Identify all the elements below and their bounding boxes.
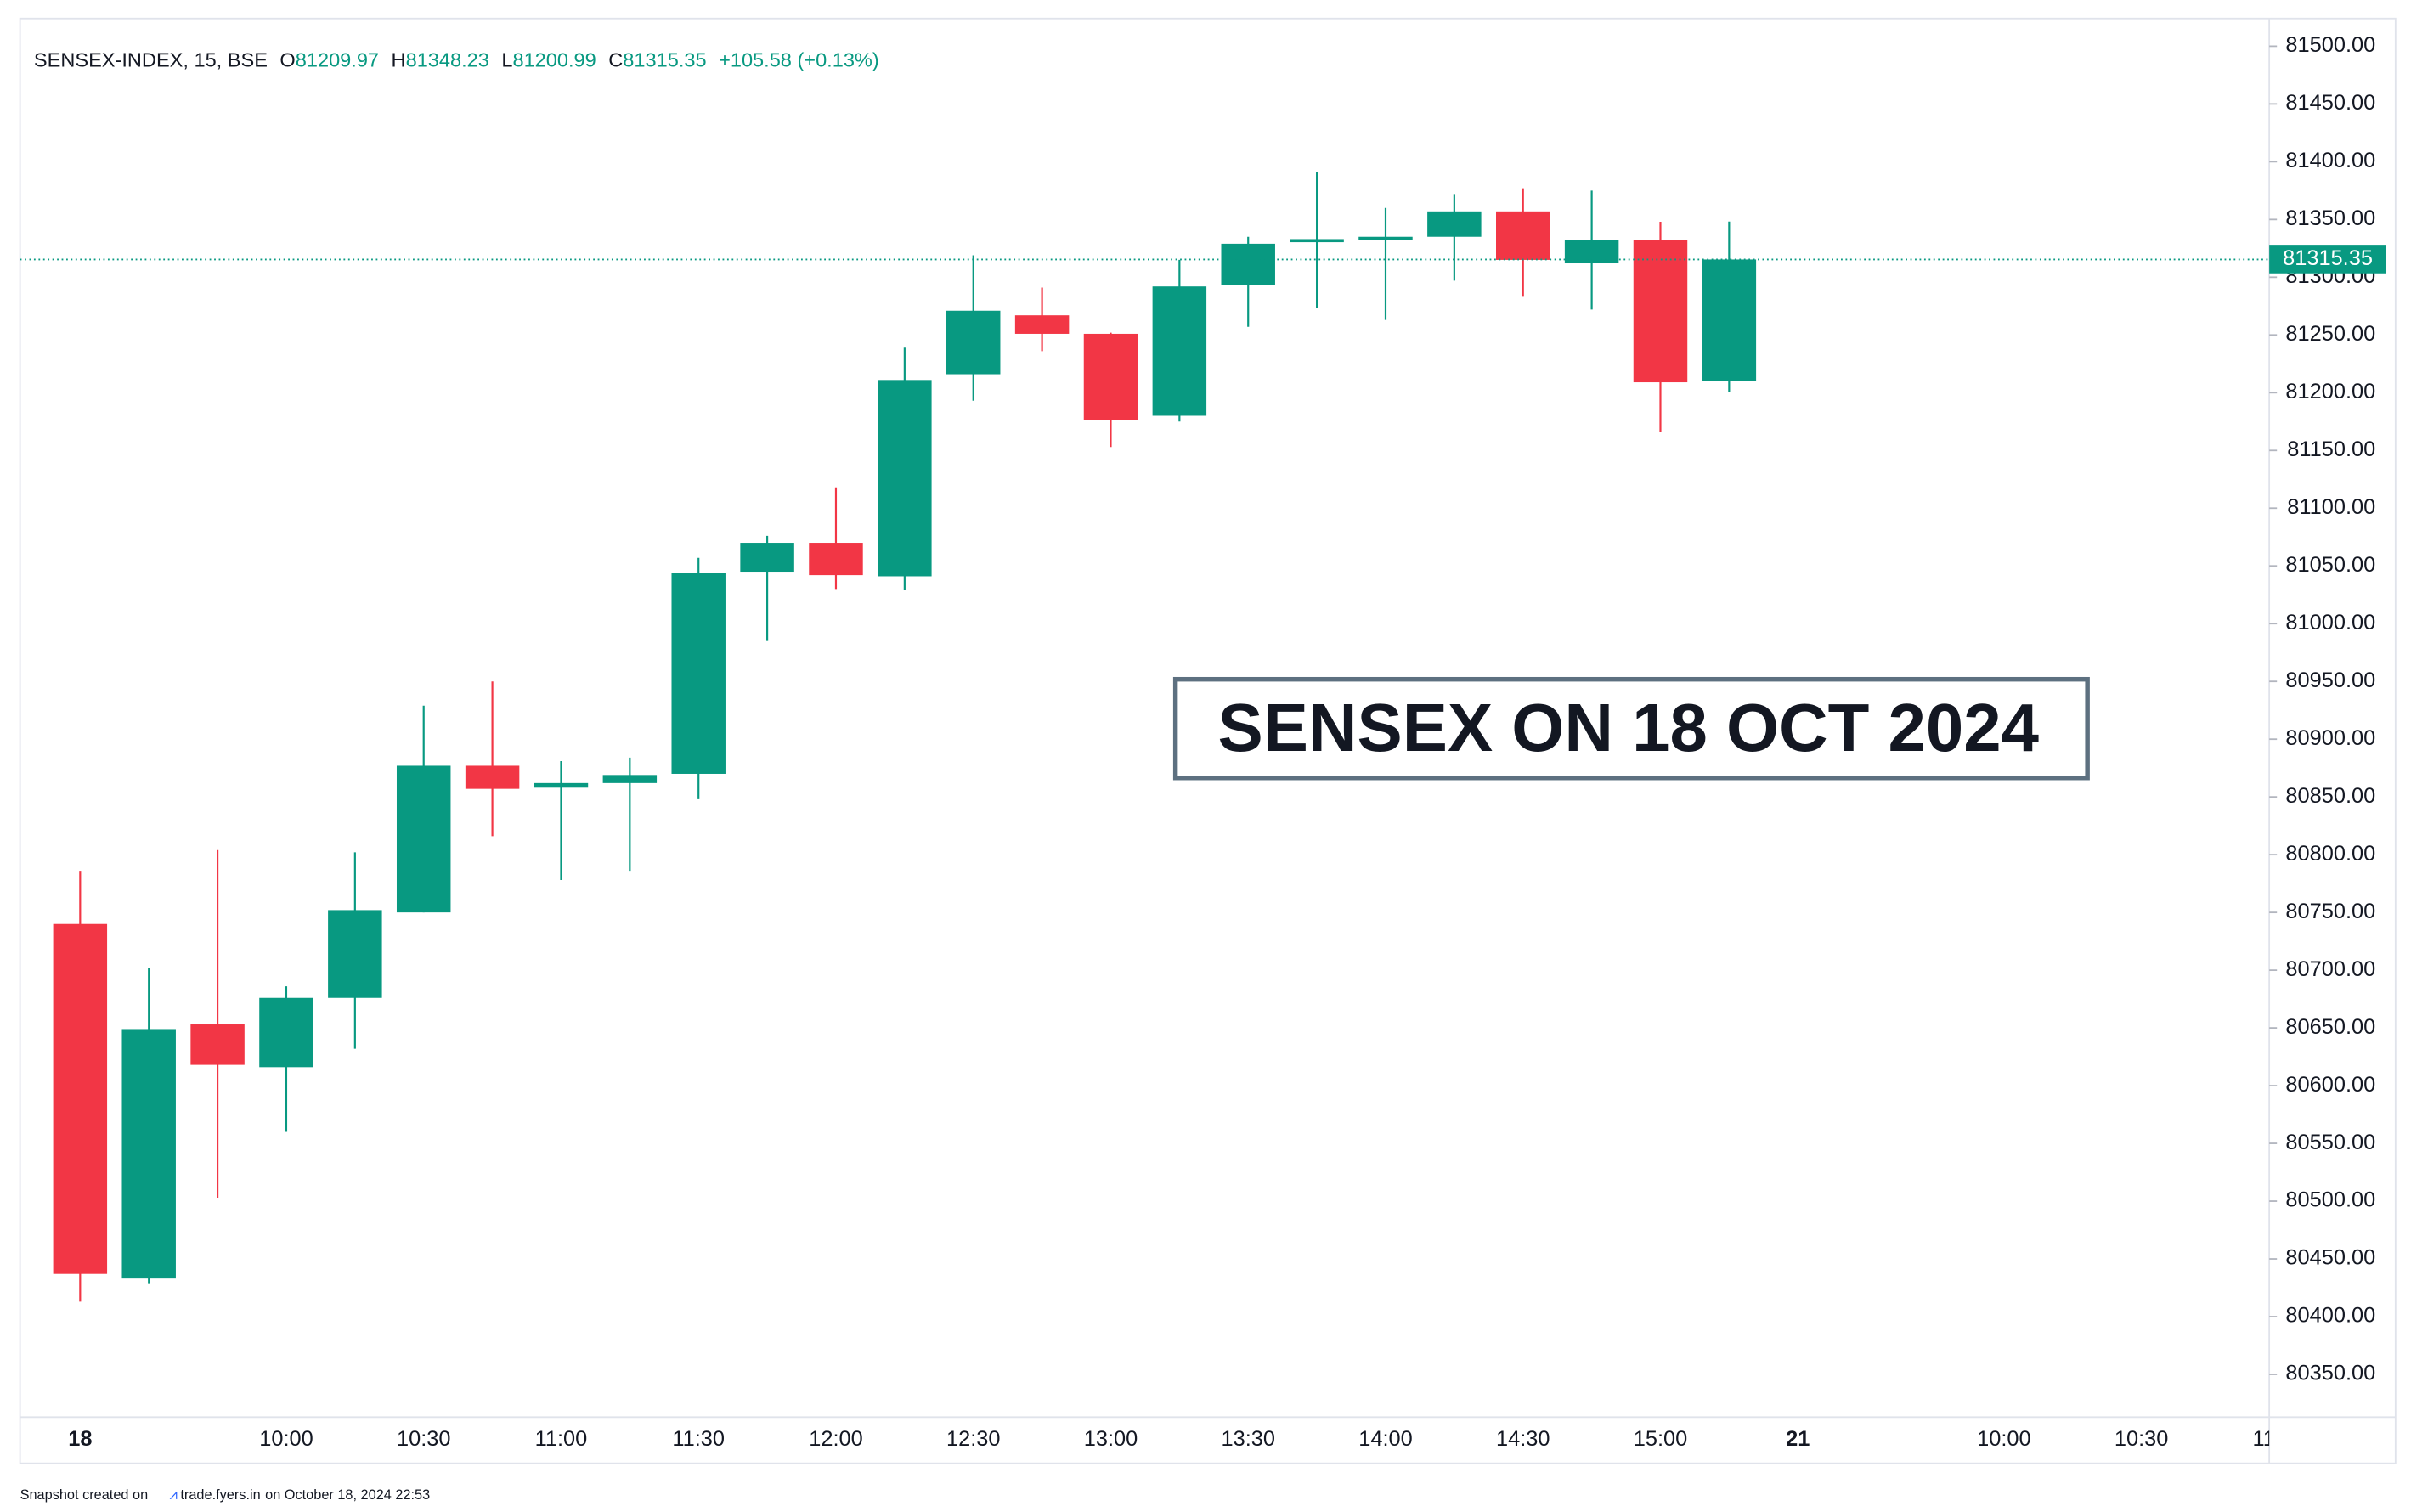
close-value: 81315.35 [623,49,706,71]
y-tick-label: 81350.00 [2285,206,2375,230]
candle-body [190,1024,245,1065]
candle-body [465,765,520,789]
footer: Snapshot created on ⩘ trade.fyers.in on Oct… [20,1487,431,1503]
y-tick-label: 81250.00 [2285,322,2375,346]
y-tick-label: 80950.00 [2285,669,2375,692]
candle-body [1083,333,1138,420]
y-tick-label: 81000.00 [2285,611,2375,635]
legend-header: SENSEX-INDEX, 15, BSE O81209.97 H81348.23 L… [34,49,879,71]
x-tick-label: 11:00 [535,1427,588,1451]
y-tick-label: 81500.00 [2285,33,2375,57]
candle-body [671,573,726,774]
x-tick-label: 13:30 [1221,1427,1275,1451]
c-key: C [608,49,623,71]
low-value: 81200.99 [512,49,596,71]
candle-body [878,380,932,577]
annotation: SENSEX ON 18 OCT 2024 [1218,690,2039,765]
candle-body [946,310,1001,375]
x-tick-label: 14:00 [1358,1427,1413,1451]
candle-body [534,782,589,788]
footer-site: trade.fyers.in [180,1487,260,1503]
candle-body [1633,240,1688,383]
footer-prefix: Snapshot created on [20,1487,149,1503]
candle-body [53,923,108,1274]
x-tick-label: 10:30 [397,1427,451,1451]
candle-body [328,910,382,998]
y-tick-label: 81150.00 [2287,437,2375,461]
y-tick-label: 80900.00 [2285,726,2375,750]
candle-body [1358,236,1413,240]
axes: 80350.00 80400.00 80450.00 80500.00 80550.00… [68,33,2386,1451]
y-tick-label: 80550.00 [2285,1131,2375,1154]
x-tick-label: 18 [68,1427,92,1451]
footer-suffix: on October 18, 2024 22:53 [265,1487,430,1503]
candle-body [602,775,658,783]
x-tick-label: 11:00 [2253,1427,2306,1451]
y-tick-label: 80450.00 [2285,1246,2375,1270]
candle-body [809,543,863,576]
candle-body [259,997,313,1068]
y-tick-label: 80500.00 [2285,1188,2375,1212]
last-price-label: 81315.35 [2283,246,2373,270]
candle-body [740,543,794,573]
candle-body [1427,211,1482,237]
y-tick-label: 81450.00 [2285,91,2375,115]
x-tick-label: 12:00 [809,1427,863,1451]
y-tick-label: 80850.00 [2285,784,2375,808]
high-value: 81348.23 [406,49,489,71]
x-tick-label: 15:00 [1634,1427,1688,1451]
x-tick-label: 21 [1786,1427,1810,1451]
y-tick-label: 81400.00 [2285,149,2375,172]
candle-body [396,765,451,913]
candle-body [1014,315,1070,334]
candle-body [1290,239,1344,243]
y-tick-label: 80600.00 [2285,1073,2375,1097]
last-price-badge [2269,245,2386,274]
o-key: O [279,49,295,71]
h-key: H [392,49,406,71]
symbol: SENSEX-INDEX, 15, BSE [34,49,268,71]
change-value: +105.58 (+0.13%) [719,49,879,71]
y-tick-label: 80350.00 [2285,1362,2375,1385]
candle-body [1496,211,1550,260]
x-tick-label: 11:30 [672,1427,725,1451]
x-tick-label: 13:00 [1084,1427,1138,1451]
y-tick-label: 80650.00 [2285,1015,2375,1039]
y-tick-label: 81050.00 [2285,553,2375,577]
candle-body [1221,243,1275,285]
l-key: L [501,49,512,71]
x-tick-label: 12:30 [946,1427,1001,1451]
y-tick-label: 80400.00 [2285,1304,2375,1328]
candle-body [1702,259,1757,381]
y-tick-label: 81100.00 [2287,495,2375,519]
x-tick-label: 10:00 [1977,1427,2030,1451]
annotation-box [1172,676,2090,781]
plot [20,172,2270,1302]
footer-logo: ⩘ [170,1487,178,1503]
candle-body [121,1029,176,1279]
open-value: 81209.97 [296,49,379,71]
y-tick-label: 80800.00 [2285,842,2375,866]
x-tick-label: 10:00 [259,1427,313,1451]
y-tick-label: 80750.00 [2285,900,2375,923]
candle-body [1152,286,1207,416]
y-tick-label: 80700.00 [2285,957,2375,981]
x-tick-label: 14:30 [1496,1427,1550,1451]
x-tick-label: 10:30 [2115,1427,2168,1451]
y-tick-label: 81200.00 [2285,380,2375,403]
